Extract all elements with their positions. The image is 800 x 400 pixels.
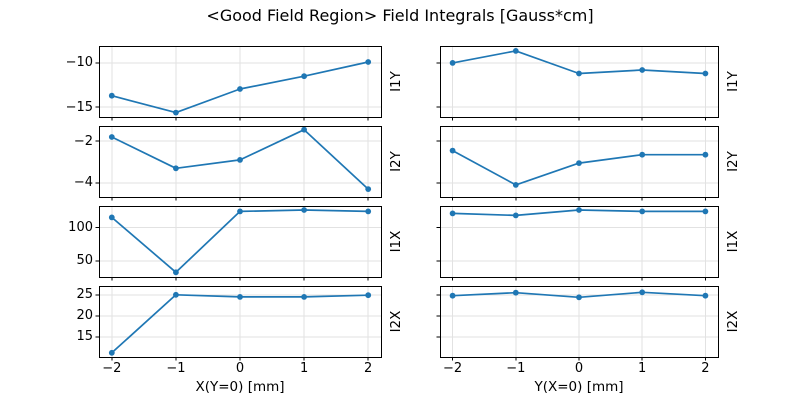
data-point — [108, 214, 115, 221]
x-tick-label: −2 — [102, 361, 122, 376]
row-label-i1y: I1Y — [387, 71, 404, 92]
data-point — [576, 294, 582, 301]
xlabel-left-column: X(Y=0) [mm] — [195, 379, 285, 395]
data-point — [237, 157, 243, 163]
data-point — [702, 292, 709, 299]
data-point — [639, 208, 646, 215]
xlabel-right-column: Y(X=0) [mm] — [534, 379, 624, 395]
x-tick-label: 0 — [574, 361, 584, 376]
row-label-i2y: I2Y — [387, 151, 404, 172]
data-point — [301, 294, 307, 300]
x-tick-label: −1 — [506, 361, 526, 376]
data-point — [639, 67, 646, 73]
data-point — [576, 207, 582, 213]
x-tick-label: −1 — [166, 361, 186, 376]
subplot-i1x-vs-y — [436, 206, 719, 281]
data-point — [512, 182, 519, 188]
x-tick-label: 2 — [701, 361, 710, 376]
data-point — [108, 134, 115, 140]
x-tick-label: −2 — [443, 361, 463, 376]
data-point — [365, 59, 372, 65]
y-tick-label: 20 — [76, 308, 93, 324]
x-tick-label: 1 — [299, 361, 309, 376]
x-tick-label: 1 — [638, 361, 647, 376]
data-point — [301, 73, 307, 80]
data-point — [576, 160, 582, 167]
y-tick-label: −15 — [65, 99, 93, 115]
data-point — [512, 289, 519, 296]
data-point — [173, 165, 179, 172]
data-point — [237, 294, 243, 300]
y-tick-label: 50 — [76, 253, 93, 269]
x-tick-label: 0 — [235, 361, 245, 376]
x-tick-label: 2 — [364, 361, 373, 376]
data-point — [301, 126, 307, 133]
data-point — [301, 207, 307, 213]
row-label-i1x: I1X — [387, 230, 404, 253]
data-point — [702, 70, 709, 77]
subplot-i1y-vs-x — [95, 46, 382, 121]
data-point — [108, 92, 115, 99]
data-point — [639, 289, 646, 296]
y-tick-label: 100 — [68, 219, 93, 235]
data-point — [365, 186, 372, 193]
data-point — [702, 151, 709, 158]
subplot-i2x-vs-y — [436, 286, 719, 361]
row-label-i2y: I2Y — [724, 151, 741, 172]
row-label-i1y: I1Y — [724, 71, 741, 92]
data-point — [173, 269, 179, 276]
data-point — [702, 208, 709, 215]
row-label-i2x: I2X — [724, 310, 741, 333]
y-tick-label: 25 — [76, 287, 93, 303]
y-tick-label: −10 — [65, 55, 93, 71]
data-point — [237, 86, 243, 92]
data-point — [108, 349, 115, 356]
y-tick-label: −4 — [73, 175, 93, 191]
data-point — [237, 208, 243, 215]
y-tick-label: 15 — [76, 329, 93, 345]
figure-title: <Good Field Region> Field Integrals [Gau… — [206, 6, 594, 25]
row-label-i1x: I1X — [724, 230, 741, 253]
subplot-i2y-vs-x — [95, 126, 382, 201]
data-point — [365, 292, 372, 299]
data-point — [512, 48, 519, 54]
subplot-i2y-vs-y — [436, 126, 719, 201]
data-point — [639, 151, 646, 158]
subplot-i1x-vs-x — [95, 206, 382, 281]
data-point — [449, 292, 456, 299]
subplot-i2x-vs-x — [95, 286, 382, 361]
data-point — [576, 70, 582, 77]
data-point — [449, 60, 456, 66]
data-point — [173, 109, 179, 116]
y-tick-label: −2 — [73, 133, 93, 149]
subplot-i1y-vs-y — [436, 46, 719, 121]
data-point — [449, 147, 456, 154]
data-point — [173, 291, 179, 298]
data-point — [449, 210, 456, 217]
data-point — [512, 212, 519, 219]
row-label-i2x: I2X — [387, 310, 404, 333]
data-point — [365, 208, 372, 215]
